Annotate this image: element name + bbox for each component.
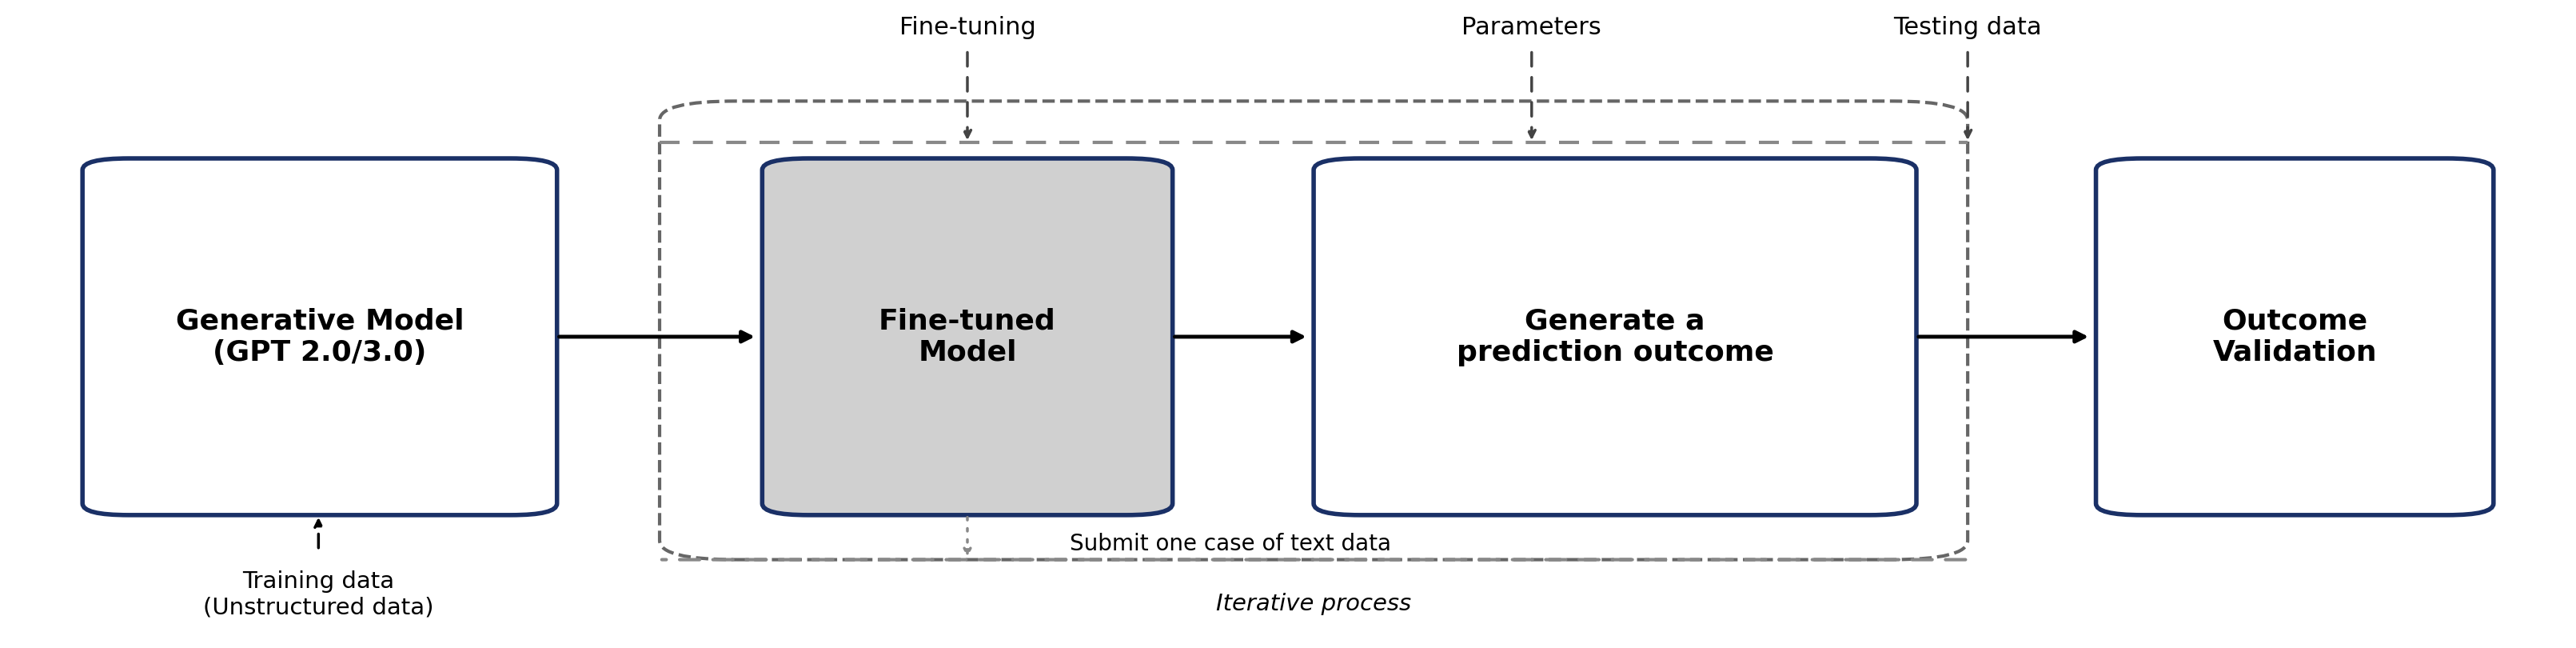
Text: Fine-tuning: Fine-tuning [899,16,1036,40]
Text: Generate a
prediction outcome: Generate a prediction outcome [1455,307,1775,366]
Text: Generative Model
(GPT 2.0/3.0): Generative Model (GPT 2.0/3.0) [175,307,464,366]
Text: Submit one case of text data: Submit one case of text data [1069,533,1391,555]
FancyBboxPatch shape [1314,158,1917,515]
Text: Fine-tuned
Model: Fine-tuned Model [878,307,1056,366]
Text: Training data
(Unstructured data): Training data (Unstructured data) [204,570,433,619]
FancyBboxPatch shape [2097,158,2494,515]
FancyBboxPatch shape [82,158,556,515]
Text: Outcome
Validation: Outcome Validation [2213,307,2378,366]
Text: Testing data: Testing data [1893,16,2043,40]
Text: Iterative process: Iterative process [1216,593,1412,616]
Text: Parameters: Parameters [1461,16,1602,40]
FancyBboxPatch shape [762,158,1172,515]
